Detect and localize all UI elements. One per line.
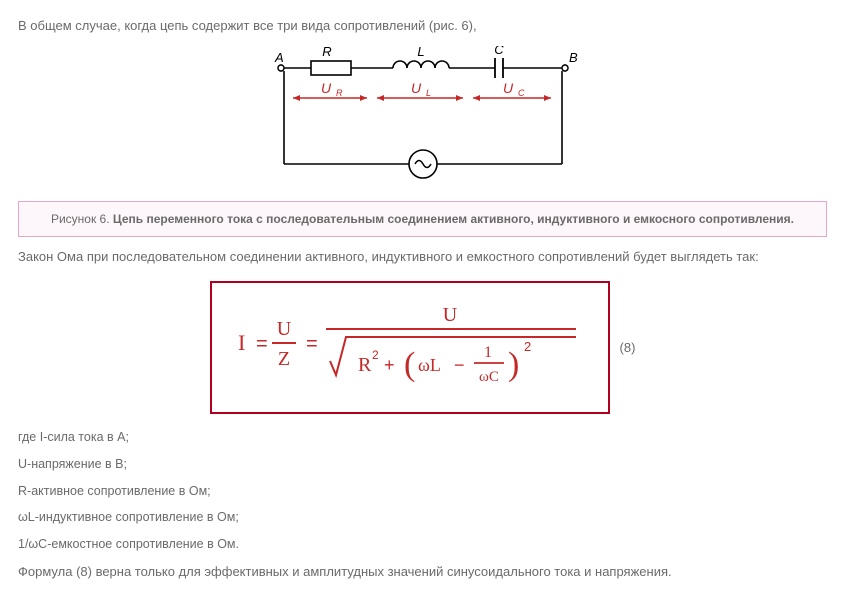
svg-text:−: − [454,355,465,375]
figure-caption: Рисунок 6. Цепь переменного тока с после… [18,201,827,237]
svg-text:U: U [442,304,457,326]
svg-text:+: + [384,355,395,375]
svg-text:2: 2 [524,339,531,354]
svg-text:U: U [410,80,421,96]
formula-row: I=UZ=UR2+(ωL−1ωC)2 (8) [18,281,827,415]
svg-text:C: C [518,88,525,98]
intro-paragraph: В общем случае, когда цепь содержит все … [18,16,827,36]
svg-text:U: U [320,80,331,96]
svg-text:I: I [238,330,245,355]
definition-line: U-напряжение в В; [18,455,827,474]
svg-text:R: R [322,46,331,59]
svg-text:A: A [274,50,284,65]
svg-text:ωC: ωC [479,369,499,385]
caption-prefix: Рисунок 6. [51,212,113,226]
svg-text:R: R [336,88,343,98]
closing-paragraph: Формула (8) верна только для эффективных… [18,562,827,582]
svg-text:C: C [494,46,504,57]
caption-bold: Цепь переменного тока с последовательным… [113,212,794,226]
equation-number: (8) [620,338,636,358]
law-paragraph: Закон Ома при последовательном соединени… [18,247,827,267]
svg-text:1: 1 [484,344,492,361]
svg-text:L: L [417,46,424,59]
svg-text:B: B [569,50,578,65]
svg-text:=: = [306,333,318,355]
svg-text:2: 2 [372,348,379,362]
definitions-list: где I-сила тока в А; U-напряжение в В; R-а… [18,428,827,554]
definition-line: ωL-индуктивное сопротивление в Ом; [18,508,827,527]
definition-line: где I-сила тока в А; [18,428,827,447]
svg-text:R: R [358,354,372,376]
svg-text:=: = [256,333,268,355]
svg-text:): ) [508,346,519,383]
definition-line: 1/ωС-емкостное сопротивление в Ом. [18,535,827,554]
svg-text:U: U [276,318,291,340]
circuit-diagram: ABRLCURULUC [18,46,827,192]
svg-text:(: ( [404,346,415,383]
svg-text:L: L [426,88,431,98]
definition-line: R-активное сопротивление в Ом; [18,482,827,501]
svg-text:Z: Z [277,348,289,370]
formula-box: I=UZ=UR2+(ωL−1ωC)2 [210,281,610,415]
svg-text:ωL: ωL [418,355,441,375]
svg-text:U: U [502,80,513,96]
